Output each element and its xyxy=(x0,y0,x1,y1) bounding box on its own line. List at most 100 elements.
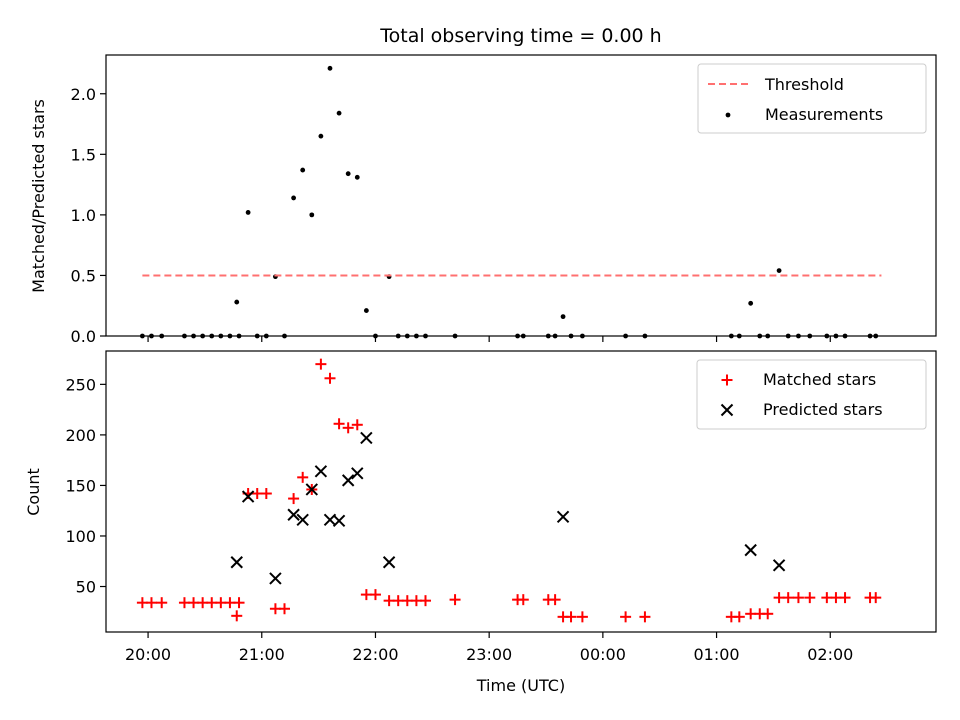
ratio-panel: 0.00.51.01.52.0 Matched/Predicted stars … xyxy=(29,54,937,346)
count-x-tick-label: 22:00 xyxy=(352,645,398,664)
count-y-tick-label: 150 xyxy=(65,476,96,495)
x-axis-label: Time (UTC) xyxy=(476,676,565,695)
matched-point xyxy=(419,595,431,607)
count-y-tick-label: 50 xyxy=(76,578,96,597)
count-y-tick-label: 100 xyxy=(65,527,96,546)
predicted-point xyxy=(305,483,319,496)
count-x-ticks: 20:00 21:00 22:00 23:00 00:00 01:00 02:00 xyxy=(125,632,853,664)
matched-point xyxy=(839,592,851,604)
legend-threshold-label: Threshold xyxy=(764,75,844,94)
count-x-tick-label: 01:00 xyxy=(694,645,740,664)
count-y-tick-label: 250 xyxy=(65,375,96,394)
ratio-y-tick-label: 0.5 xyxy=(71,266,96,285)
measurement-point xyxy=(748,300,754,306)
predicted-point xyxy=(744,543,757,557)
count-y-ticks: 50 100 150 200 250 xyxy=(65,375,106,597)
matched-point xyxy=(279,603,291,615)
legend-measurements-label: Measurements xyxy=(765,105,883,124)
measurement-point xyxy=(354,174,360,180)
predicted-point-b xyxy=(314,465,328,478)
predicted-point-b xyxy=(305,483,319,496)
predicted-point-b xyxy=(230,556,243,569)
predicted-point xyxy=(230,556,243,569)
predicted-point xyxy=(287,508,300,521)
matched-point xyxy=(369,589,381,601)
matched-point xyxy=(260,488,272,500)
measurement-point xyxy=(291,195,297,201)
legend-matched-label: Matched stars xyxy=(763,370,876,389)
count-legend-frame xyxy=(696,359,927,430)
matched-point xyxy=(324,372,336,384)
matched-point xyxy=(517,594,529,606)
predicted-point-b xyxy=(287,508,300,521)
predicted-point xyxy=(351,467,364,480)
count-x-tick-label: 21:00 xyxy=(239,645,285,664)
count-legend: Matched stars Predicted stars xyxy=(696,359,927,430)
predicted-point xyxy=(360,431,373,445)
legend-predicted-swatch xyxy=(720,403,734,417)
predicted-point-b xyxy=(772,559,786,572)
predicted-point-b xyxy=(556,510,570,523)
measurement-point xyxy=(318,133,324,139)
predicted-point-b xyxy=(296,513,309,527)
matched-point xyxy=(782,592,794,604)
matched-point xyxy=(549,594,561,606)
matched-point xyxy=(333,418,345,430)
matched-point xyxy=(342,422,354,434)
measurement-point xyxy=(776,268,782,273)
matched-point xyxy=(804,592,816,604)
matched-point xyxy=(639,611,651,623)
matched-point xyxy=(870,592,882,604)
ratio-legend: Threshold Measurements xyxy=(697,63,927,134)
predicted-point xyxy=(772,559,786,572)
matched-point xyxy=(565,611,577,623)
count-panel-frame xyxy=(105,350,937,633)
matched-point xyxy=(156,597,168,609)
predicted-point xyxy=(341,474,355,487)
predicted-point-b xyxy=(382,556,396,569)
matched-point xyxy=(145,597,157,609)
legend-matched-marker xyxy=(721,374,733,386)
legend-predicted-marker-b xyxy=(720,403,734,417)
count-x-tick-label: 20:00 xyxy=(125,645,171,664)
count-points xyxy=(136,358,882,623)
measurement-point xyxy=(345,171,351,177)
measurement-point xyxy=(327,65,333,71)
predicted-point-b xyxy=(241,490,255,503)
matched-point xyxy=(231,610,243,622)
measurement-point xyxy=(234,299,240,305)
predicted-point xyxy=(241,490,255,503)
predicted-point xyxy=(332,514,346,528)
matched-point xyxy=(233,597,245,609)
count-y-axis-label: Count xyxy=(24,468,43,516)
ratio-y-tick-label: 2.0 xyxy=(71,85,96,104)
predicted-point-b xyxy=(744,543,757,557)
matched-point xyxy=(351,419,363,431)
matched-point xyxy=(762,608,774,620)
predicted-point xyxy=(556,510,570,523)
ratio-legend-frame xyxy=(697,63,927,134)
matched-point xyxy=(449,594,461,606)
ratio-y-tick-label: 0.0 xyxy=(71,327,96,346)
count-y-tick-label: 200 xyxy=(65,426,96,445)
predicted-point-b xyxy=(360,431,373,445)
predicted-point-b xyxy=(332,514,346,528)
matched-point xyxy=(288,493,300,505)
predicted-point xyxy=(382,556,396,569)
predicted-point-b xyxy=(341,474,355,487)
matched-point xyxy=(733,611,745,623)
legend-measurements-swatch xyxy=(725,112,731,118)
ratio-y-ticks: 0.0 0.5 1.0 1.5 2.0 xyxy=(71,85,106,346)
ratio-x-ticks xyxy=(147,336,831,342)
measurement-point xyxy=(309,212,315,218)
count-x-tick-label: 02:00 xyxy=(807,645,853,664)
measurement-point xyxy=(300,167,306,173)
count-panel: 50 100 150 200 250 20:00 21:00 22:00 23:00 00:00… xyxy=(24,350,937,695)
count-x-tick-label: 23:00 xyxy=(466,645,512,664)
predicted-point xyxy=(269,572,282,585)
matched-point xyxy=(792,592,804,604)
legend-predicted-marker xyxy=(720,403,734,417)
legend-predicted-label: Predicted stars xyxy=(763,400,883,419)
matched-point xyxy=(576,611,588,623)
